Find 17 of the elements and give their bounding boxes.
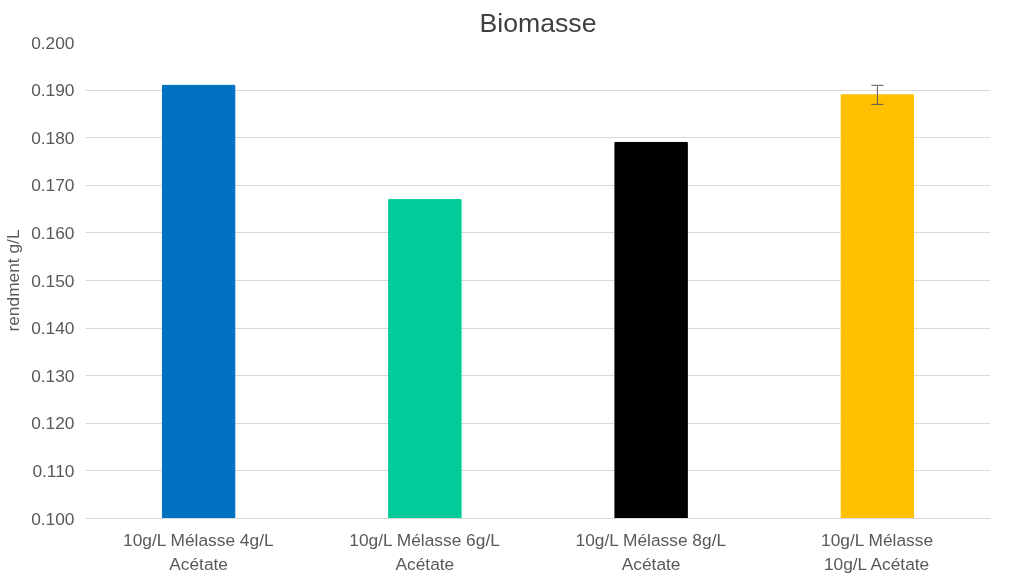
y-tick-label: 0.140 <box>31 318 75 339</box>
y-tick-label: 0.160 <box>31 222 75 243</box>
y-tick-label: 0.180 <box>31 127 75 148</box>
y-tick-label: 0.100 <box>31 508 75 529</box>
y-tick-label: 0.110 <box>32 460 75 481</box>
y-tick-label: 0.150 <box>31 270 75 291</box>
chart-title: Biomasse <box>479 7 597 38</box>
y-tick-label: 0.170 <box>31 175 75 196</box>
y-tick-label: 0.190 <box>31 80 75 101</box>
y-tick-label: 0.120 <box>31 413 75 434</box>
y-tick-label: 0.200 <box>31 32 75 53</box>
y-axis-title: rendment g/L <box>3 229 24 332</box>
x-tick-label: 10g/L Mélasse 6g/L Acétate <box>349 529 501 574</box>
y-tick-label: 0.130 <box>31 365 75 386</box>
x-tick-label: 10g/L Mélasse 10g/L Acétate <box>821 529 934 574</box>
x-tick-label: 10g/L Mélasse 4g/L Acétate <box>123 529 274 574</box>
x-tick-label: 10g/L Mélasse 8g/L Acétate <box>575 529 727 574</box>
